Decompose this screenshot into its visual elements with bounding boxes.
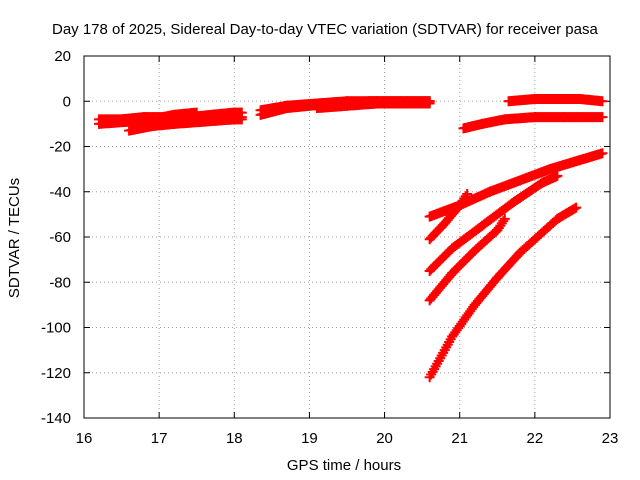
x-tick-label: 21 xyxy=(451,430,468,447)
y-tick-label: -120 xyxy=(41,365,71,382)
data-point xyxy=(552,170,563,181)
chart-title: Day 178 of 2025, Sidereal Day-to-day VTE… xyxy=(52,21,598,38)
data-point xyxy=(462,189,473,200)
data-point xyxy=(597,96,608,107)
y-tick-label: -20 xyxy=(49,139,71,156)
y-axis-label: SDTVAR / TECUs xyxy=(6,178,23,298)
series-11 xyxy=(424,189,473,245)
plot-frame xyxy=(83,55,611,419)
y-tick-label: -100 xyxy=(41,320,71,337)
x-tick-label: 22 xyxy=(527,430,544,447)
data-point xyxy=(498,216,509,227)
x-tick-label: 23 xyxy=(602,430,619,447)
y-tick-label: 0 xyxy=(63,93,71,110)
series-12 xyxy=(424,170,563,276)
axis-ticks: 16 17 18 19 20 21 22 23 20 0 -20 -40 -60 -80 -100 -120 -… xyxy=(41,48,618,447)
data-point xyxy=(236,114,247,125)
series-10 xyxy=(424,148,608,222)
data-points xyxy=(94,93,608,383)
y-tick-label: -140 xyxy=(41,410,71,427)
series-13 xyxy=(424,213,510,306)
data-point xyxy=(571,202,582,213)
x-tick-label: 18 xyxy=(226,430,243,447)
y-tick-label: -40 xyxy=(49,184,71,201)
x-tick-label: 16 xyxy=(76,430,93,447)
y-tick-label: 20 xyxy=(54,48,71,65)
x-axis-label: GPS time / hours xyxy=(287,457,401,474)
data-point xyxy=(499,213,510,224)
y-tick-label: -80 xyxy=(49,274,71,291)
data-point xyxy=(191,107,202,118)
y-tick-label: -60 xyxy=(49,229,71,246)
series-9 xyxy=(503,93,608,107)
data-point xyxy=(597,148,608,159)
series-4 xyxy=(146,107,202,125)
data-point xyxy=(424,98,435,109)
series-8 xyxy=(458,112,608,134)
data-point xyxy=(460,191,471,202)
series-14 xyxy=(424,202,582,383)
x-tick-label: 17 xyxy=(151,430,168,447)
x-tick-label: 19 xyxy=(301,430,318,447)
series-3 xyxy=(124,114,247,136)
x-tick-label: 20 xyxy=(376,430,393,447)
series-7 xyxy=(311,98,435,114)
data-point xyxy=(597,112,608,123)
